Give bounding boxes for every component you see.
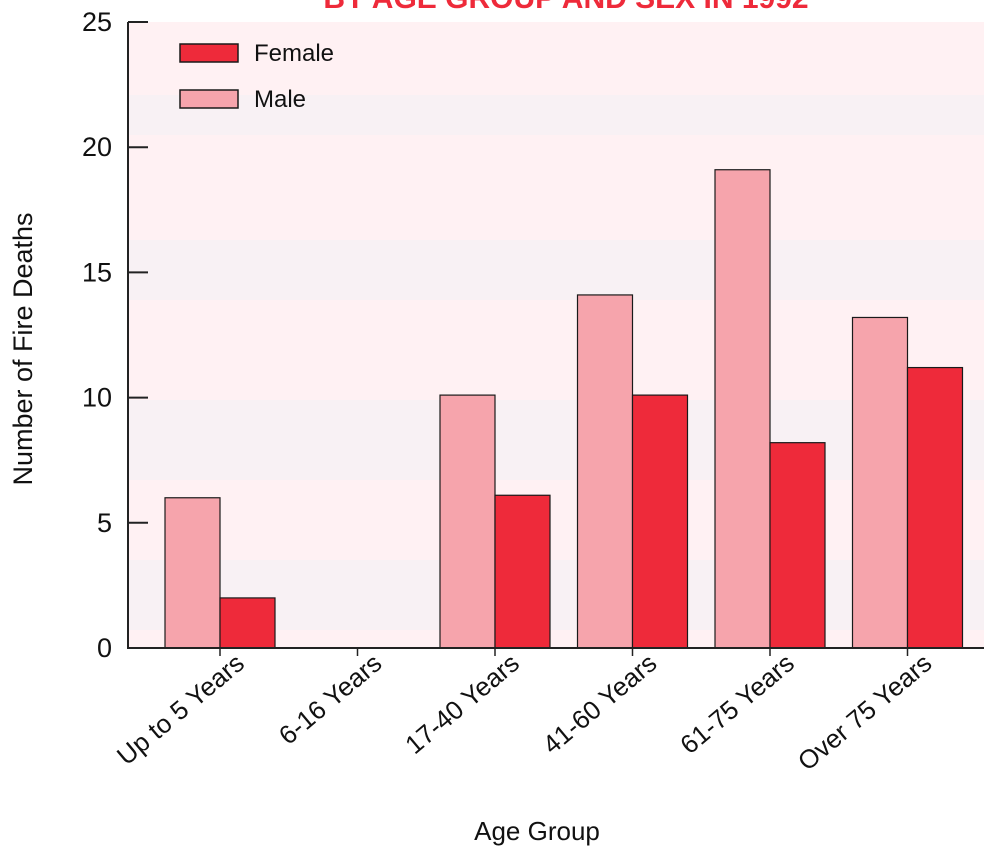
y-tick-label: 0 xyxy=(97,633,112,663)
bar-female xyxy=(906,366,964,649)
bar-female xyxy=(219,597,276,649)
bar-female xyxy=(494,494,551,649)
x-axis-label: Age Group xyxy=(474,816,600,846)
bars-group xyxy=(164,169,964,649)
plot-background xyxy=(128,22,984,648)
bar-male xyxy=(576,294,634,649)
bar-male xyxy=(439,394,496,649)
plot-band xyxy=(128,400,984,480)
legend-label-male: Male xyxy=(254,86,306,113)
axes-group xyxy=(127,22,984,649)
x-tick-label: Over 75 Years xyxy=(792,648,938,777)
x-ticks-group: Up to 5 Years 6-16 Years 17-40 Years 41-60 … xyxy=(111,648,937,777)
bar-female xyxy=(631,394,689,649)
y-tick-label: 5 xyxy=(97,508,112,538)
bar-male xyxy=(851,316,909,649)
y-tick-label: 10 xyxy=(82,383,112,413)
legend-label-female: Female xyxy=(254,40,334,67)
plot-band xyxy=(128,240,984,300)
x-tick-label: Up to 5 Years xyxy=(111,648,250,771)
x-tick-label: 6-16 Years xyxy=(273,648,388,751)
legend-swatch-male xyxy=(179,89,239,109)
chart-title: BY AGE GROUP AND SEX IN 1992 xyxy=(323,0,808,15)
bar-male xyxy=(164,497,221,649)
y-tick-label: 20 xyxy=(82,132,112,162)
legend: Female Male xyxy=(179,40,334,113)
y-tick-label: 25 xyxy=(82,7,112,37)
x-tick-label: 61-75 Years xyxy=(674,648,800,760)
plot-band xyxy=(128,95,984,135)
legend-swatch-female xyxy=(179,43,239,63)
y-tick-label: 15 xyxy=(82,257,112,287)
bar-female xyxy=(769,442,826,649)
x-tick-label: 41-60 Years xyxy=(537,648,663,760)
bar-male xyxy=(714,169,771,649)
y-ticks-group: 0 5 10 15 20 25 xyxy=(82,7,148,663)
y-axis-label: Number of Fire Deaths xyxy=(8,212,38,485)
x-tick-label: 17-40 Years xyxy=(399,648,525,760)
